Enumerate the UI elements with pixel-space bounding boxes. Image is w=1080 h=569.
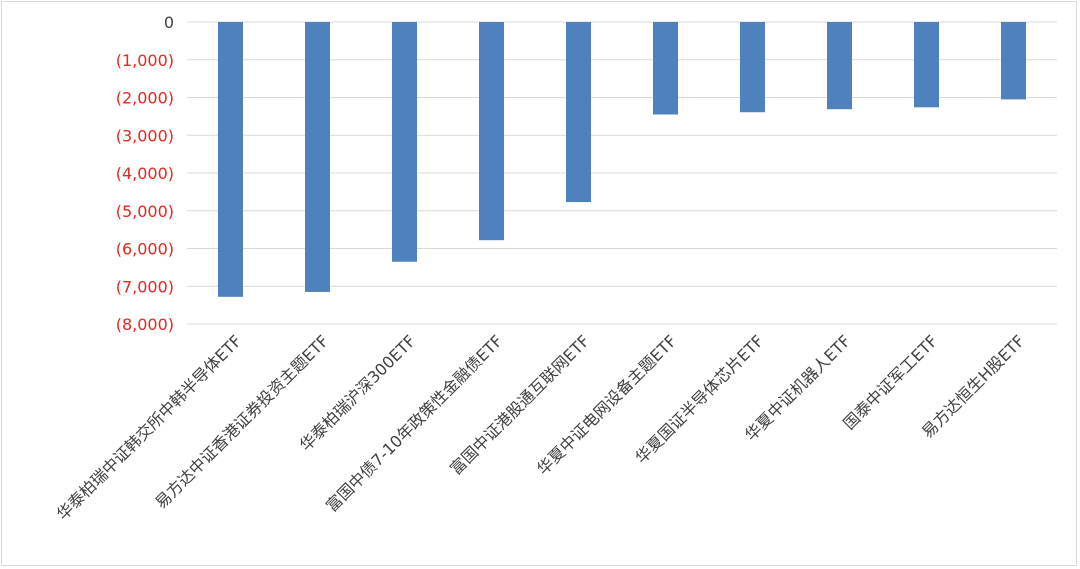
bar	[392, 22, 417, 262]
y-tick-label: (6,000)	[116, 240, 174, 259]
y-tick-label: (4,000)	[116, 164, 174, 183]
bars	[218, 22, 1026, 297]
y-tick-label: (5,000)	[116, 202, 174, 221]
x-category-label: 易方达中证香港证券投资主题ETF	[151, 331, 332, 512]
y-tick-label: (7,000)	[116, 277, 174, 296]
x-category-label: 国泰中证军工ETF	[839, 331, 941, 433]
bar	[1001, 22, 1026, 100]
y-tick-label: (1,000)	[116, 51, 174, 70]
x-category-label: 富国中债7-10年政策性金融债ETF	[322, 331, 506, 515]
bar	[218, 22, 243, 297]
bar	[827, 22, 852, 110]
x-category-label: 华泰柏瑞中证韩交所中韩半导体ETF	[53, 331, 245, 523]
bar	[914, 22, 939, 108]
y-tick-label: (2,000)	[116, 89, 174, 108]
bar	[305, 22, 330, 292]
bar	[740, 22, 765, 113]
bar	[566, 22, 591, 203]
y-tick-label: 0	[164, 13, 174, 32]
y-axis-tick-labels: 0 (1,000) (2,000) (3,000) (4,000) (5,000) (6,0…	[116, 13, 174, 334]
y-tick-label: (3,000)	[116, 126, 174, 145]
bar	[479, 22, 504, 241]
x-category-label: 富国中证港股通互联网ETF	[446, 331, 593, 478]
x-category-label: 华夏中证电网设备主题ETF	[533, 331, 680, 478]
y-tick-label: (8,000)	[116, 315, 174, 334]
x-axis-category-labels: 华泰柏瑞中证韩交所中韩半导体ETF易方达中证香港证券投资主题ETF华泰柏瑞沪深3…	[53, 331, 1028, 523]
gridlines	[187, 21, 1057, 325]
bar	[653, 22, 678, 115]
